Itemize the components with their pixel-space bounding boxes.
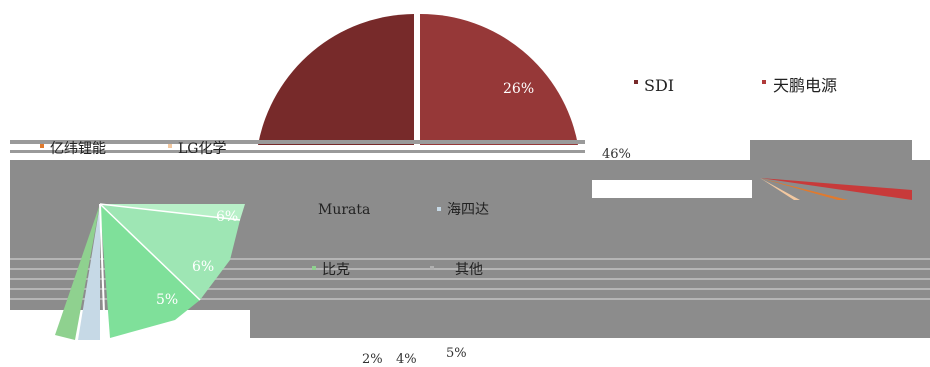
pie-slice-right-red: [760, 178, 912, 200]
pie-slice-bike: [55, 204, 100, 340]
bottom-labels: 2% 4% 5%: [362, 346, 467, 367]
data-label-bottom-c: 5%: [446, 346, 467, 361]
legend-label-yiwei: 亿纬锂能: [50, 141, 106, 157]
data-label-left-a: 6%: [216, 209, 238, 225]
pie-slice-right-peach: [760, 178, 800, 200]
legend-middle: Murata 海四达 比克 其他: [312, 202, 489, 278]
pie-slice-lg: [100, 204, 240, 300]
pie-slice-haisida: [78, 204, 100, 340]
pie-slice-tianpeng: [420, 13, 578, 145]
data-label-left-c: 5%: [156, 292, 178, 308]
legend-label-murata: Murata: [318, 202, 370, 218]
data-label-bottom-b: 4%: [396, 352, 417, 367]
legend-label-haisida: 海四达: [447, 202, 489, 218]
legend-swatch-other: [430, 266, 434, 270]
legend-label-other: 其他: [455, 262, 483, 278]
data-label-left-b: 6%: [192, 259, 214, 275]
legend-swatch-tianpeng: [762, 80, 766, 84]
right-pie-fragment: [760, 178, 912, 200]
pie-slice-sdi: [258, 14, 414, 145]
data-label-top: 26%: [503, 81, 534, 97]
top-pie: 26%: [258, 10, 578, 146]
glitch-row: 亿纬锂能 LG化学 46%: [10, 140, 912, 162]
pie-slice-murata: [100, 204, 200, 338]
data-label-mid: 46%: [602, 147, 631, 162]
legend-label-sdi: SDI: [644, 76, 674, 95]
legend-swatch-sdi: [634, 80, 638, 84]
legend-swatch-yiwei: [40, 144, 44, 148]
legend-label-tianpeng: 天鹏电源: [773, 76, 837, 95]
legend-label-bike: 比克: [322, 262, 350, 278]
left-pie: 6% 6% 5%: [55, 203, 245, 341]
legend-top: SDI 天鹏电源: [634, 76, 837, 95]
pie-slice-right-orange: [760, 178, 848, 200]
legend-swatch-haisida: [437, 207, 441, 211]
legend-label-lg: LG化学: [178, 141, 226, 157]
legend-swatch-lg: [168, 144, 172, 148]
legend-swatch-bike: [312, 266, 316, 270]
data-label-bottom-a: 2%: [362, 352, 383, 367]
